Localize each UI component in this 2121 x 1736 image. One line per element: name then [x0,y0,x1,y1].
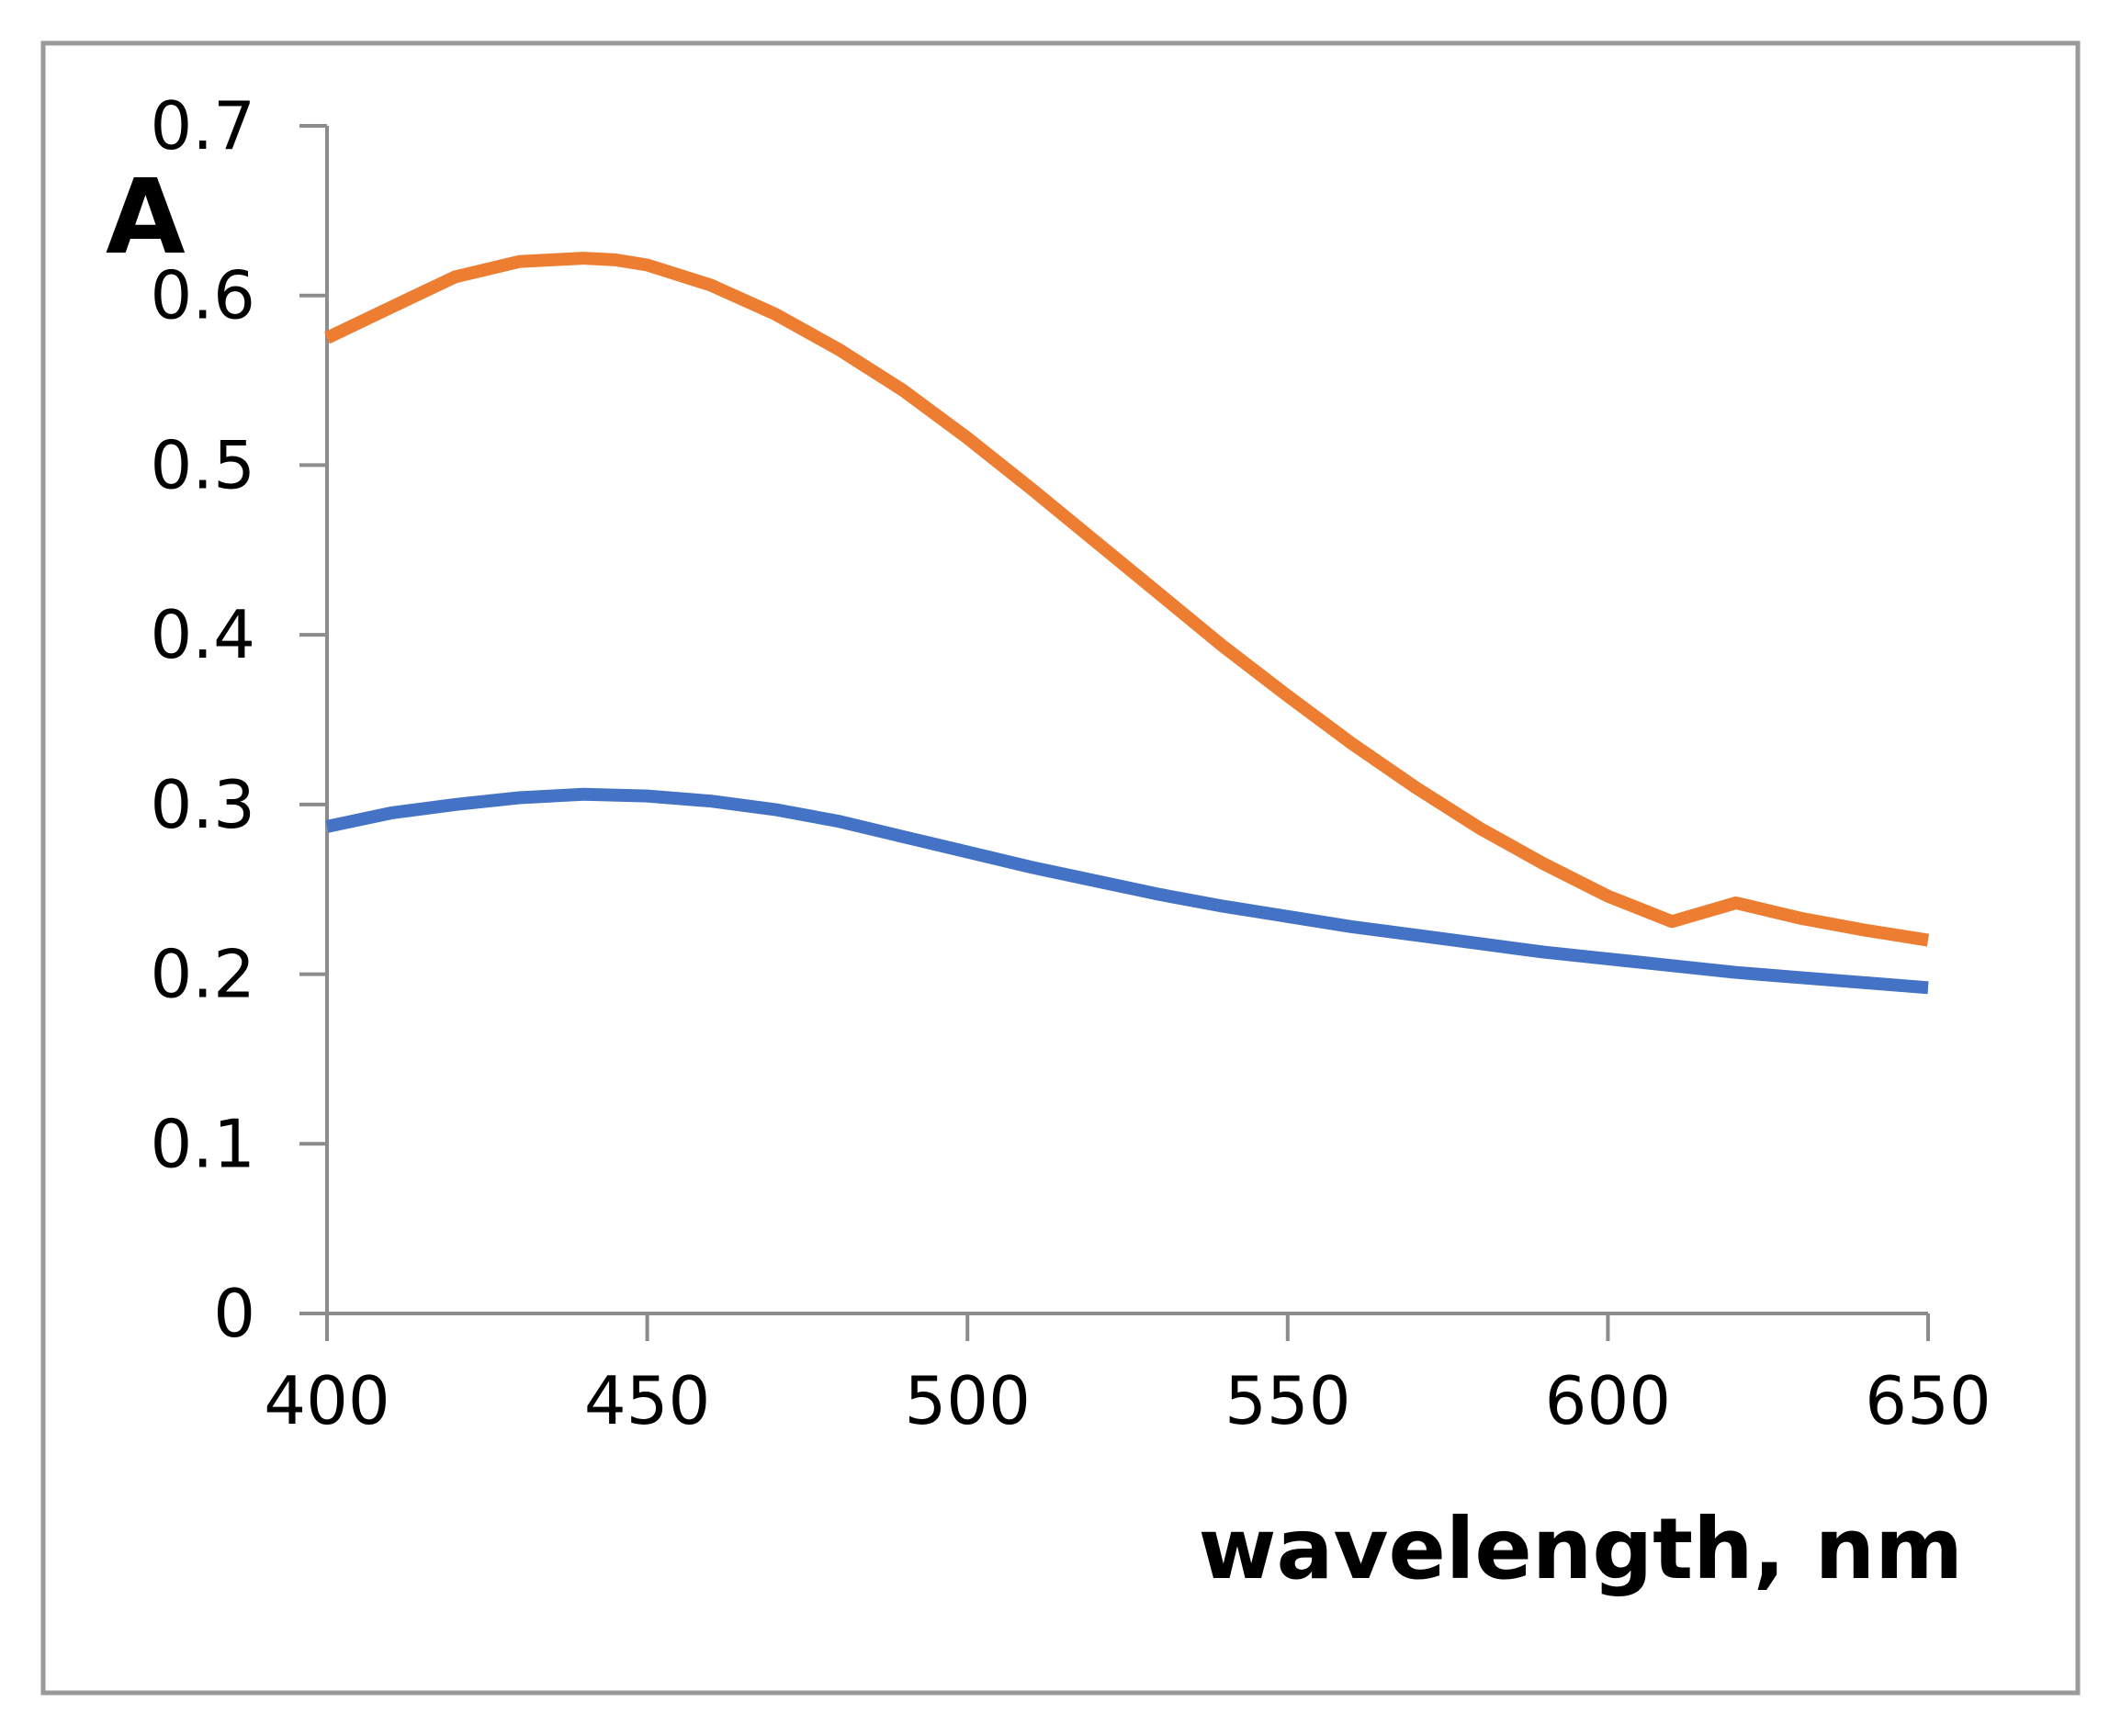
x-tick-label: 650 [1865,1362,1991,1439]
series-layer [323,252,1930,995]
series-line-blue [325,787,1929,995]
x-tick-label: 550 [1224,1362,1350,1439]
x-tick-label: 450 [584,1362,710,1439]
x-tick-label: 600 [1545,1362,1671,1439]
y-tick-label: 0 [213,1275,255,1352]
x-tick-label: 400 [264,1362,389,1439]
y-axis-title: A [106,158,186,277]
y-tick-label: 0.4 [150,596,255,673]
axes: 0 0.1 0.2 0.3 0.4 0.5 0.6 0.7 400 450 500 550 600 650 [150,87,1991,1439]
series-line-orange [323,252,1930,947]
x-axis-title: wavelength, nm [1198,1500,1963,1598]
y-tick-label: 0.2 [150,936,255,1013]
y-tick-label: 0.7 [150,87,255,164]
y-tick-label: 0.3 [150,766,255,843]
x-tick-label: 500 [904,1362,1030,1439]
y-tick-label: 0.1 [150,1105,255,1182]
y-tick-label: 0.6 [150,257,255,334]
y-tick-label: 0.5 [150,426,255,503]
